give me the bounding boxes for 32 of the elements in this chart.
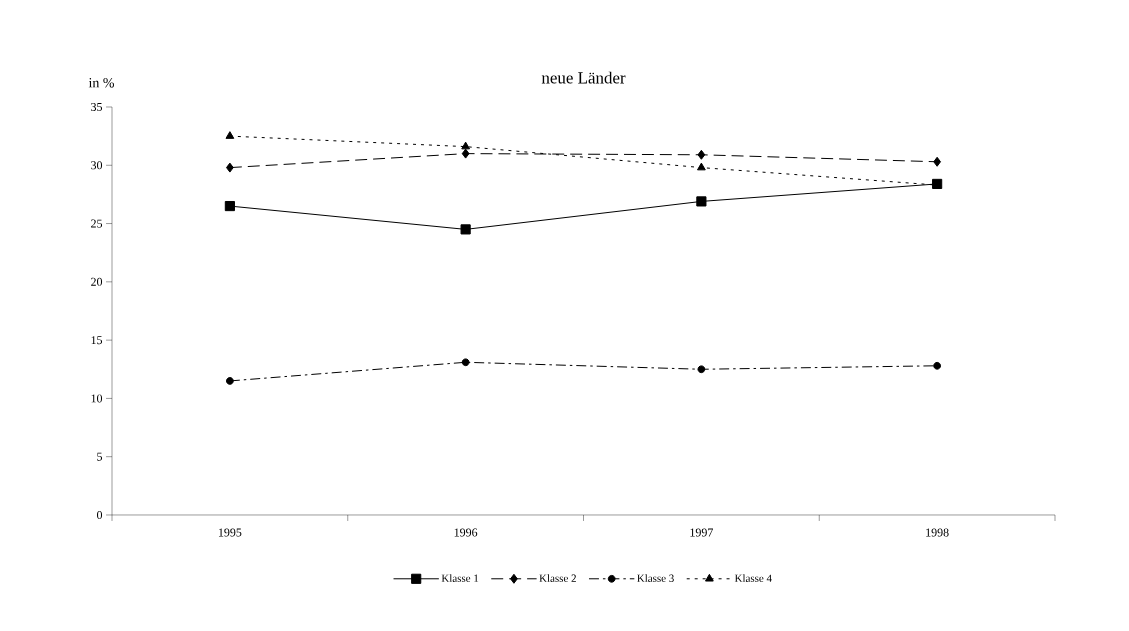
point [933,361,942,370]
point [460,224,471,235]
x-tick-label: 1996 [454,528,478,537]
point [226,162,234,173]
x-tick-label: 1997 [690,528,713,537]
y-tick-label: 10 [91,394,103,403]
point [697,162,706,171]
legend-label: Klasse 4 [734,574,772,582]
chart-title: neue Länder [541,71,626,84]
point [461,141,471,150]
y-tick-label: 35 [91,102,103,111]
legend-label: Klasse 2 [539,574,576,582]
point [697,365,706,374]
y-axis-title: in % [88,78,114,88]
y-tick-label: 5 [97,452,103,461]
point [225,131,235,139]
y-tick-label: 0 [96,510,103,520]
y-tick-label: 25 [91,219,103,228]
point [224,200,235,212]
point [461,358,470,367]
point [696,196,707,207]
point [697,149,706,160]
y-tick-label: 20 [91,277,103,286]
point [461,148,470,159]
point [226,377,234,385]
y-tick-label: 15 [91,336,103,345]
legend-label: Klasse 3 [637,574,674,582]
x-tick-label: 1998 [926,528,949,537]
point [933,156,941,167]
y-tick-label: 30 [91,161,103,170]
x-tick-label: 1995 [218,528,242,537]
legend-label: Klasse 1 [441,574,479,582]
